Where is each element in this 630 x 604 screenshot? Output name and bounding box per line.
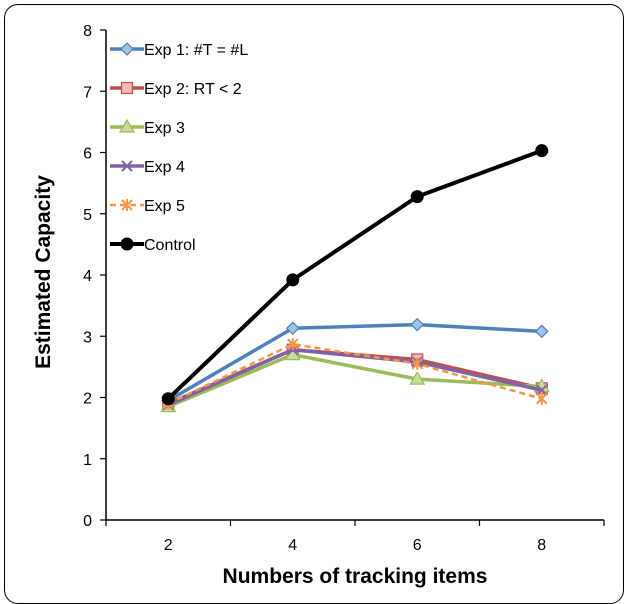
series-6 <box>161 144 549 406</box>
legend-item: Exp 5 <box>110 198 185 215</box>
diamond-marker <box>285 321 300 336</box>
legend: Exp 1: #T = #L Exp 2: RT < 2 Exp 3 Exp 4 Exp… <box>110 42 248 254</box>
legend-item: Exp 3 <box>110 118 185 137</box>
square-marker <box>120 81 134 95</box>
legend-marker <box>121 160 133 172</box>
data-point <box>535 144 549 158</box>
data-point <box>285 321 300 336</box>
series-line <box>167 347 543 407</box>
data-point <box>411 357 423 370</box>
legend-marker <box>121 199 133 211</box>
legend-item: Exp 2: RT < 2 <box>110 81 242 98</box>
y-tick-label: 3 <box>83 329 92 346</box>
circle-marker <box>161 392 175 406</box>
diamond-marker <box>120 42 134 56</box>
legend-label: Exp 2: RT < 2 <box>144 81 242 98</box>
y-tick-label: 1 <box>83 452 92 469</box>
x-tick-label: 4 <box>288 537 297 554</box>
data-point <box>536 384 548 396</box>
legend-label: Control <box>144 237 196 254</box>
circle-marker <box>120 237 134 251</box>
x-marker-stroke <box>536 384 548 396</box>
series-line <box>167 342 543 405</box>
diamond-marker <box>410 317 425 332</box>
y-tick-label: 4 <box>83 268 92 285</box>
x-tick-label: 6 <box>413 537 422 554</box>
triangle-marker <box>118 118 136 133</box>
data-point <box>410 317 425 332</box>
circle-marker <box>286 273 300 287</box>
y-tick-label: 8 <box>83 23 92 40</box>
y-tick-label: 5 <box>83 207 92 224</box>
x-axis: 2 4 6 8 <box>105 519 605 554</box>
circle-marker <box>410 190 424 204</box>
legend-marker <box>120 81 134 95</box>
legend-label: Exp 3 <box>144 120 185 137</box>
data-point <box>536 392 548 405</box>
legend-marker <box>120 42 134 56</box>
x-tick-label: 8 <box>537 537 546 554</box>
data-point <box>161 392 175 406</box>
legend-item: Control <box>110 237 196 254</box>
legend-label: Exp 1: #T = #L <box>144 42 248 59</box>
legend-marker <box>118 118 136 133</box>
series-layer <box>160 144 550 413</box>
series-line <box>166 148 543 401</box>
legend-item: Exp 4 <box>110 159 185 176</box>
series-line <box>167 352 542 409</box>
data-point <box>286 273 300 287</box>
x-tick-label: 2 <box>164 537 173 554</box>
x-marker-stroke <box>121 160 133 172</box>
y-tick-label: 2 <box>83 391 92 408</box>
legend-label: Exp 4 <box>144 159 185 176</box>
data-point <box>534 324 549 339</box>
data-point <box>287 338 299 351</box>
triangle-marker <box>409 370 426 385</box>
chart-frame <box>4 4 624 604</box>
y-axis-title: Estimated Capacity <box>32 175 55 369</box>
y-tick-label: 0 <box>83 513 92 530</box>
data-point <box>409 370 426 385</box>
legend-marker <box>120 237 134 251</box>
x-axis-title: Numbers of tracking items <box>223 565 488 588</box>
circle-marker <box>535 144 549 158</box>
data-point <box>410 190 424 204</box>
diamond-marker <box>534 324 549 339</box>
y-tick-label: 7 <box>83 84 92 101</box>
legend-label: Exp 5 <box>144 198 185 215</box>
series-1 <box>161 317 549 408</box>
series-line <box>167 322 542 403</box>
legend-item: Exp 1: #T = #L <box>110 42 248 59</box>
y-tick-label: 6 <box>83 146 92 163</box>
y-axis: 0 1 2 3 4 5 6 7 8 <box>83 23 107 530</box>
